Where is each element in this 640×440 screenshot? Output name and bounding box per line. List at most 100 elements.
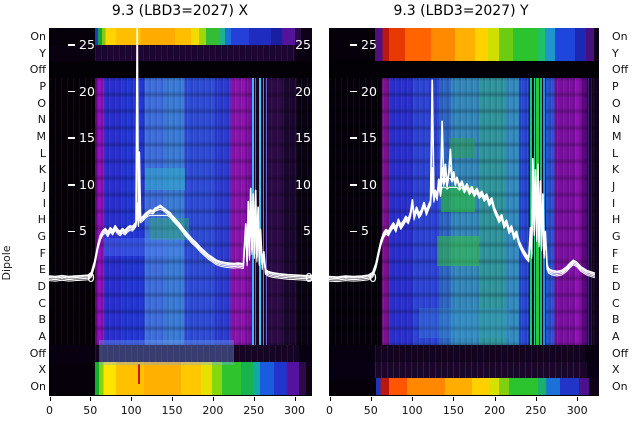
row-label-h: H xyxy=(37,213,46,227)
x-tick-mark xyxy=(535,397,537,401)
row-label-e: E xyxy=(39,263,46,277)
x-tick-label-50: 50 xyxy=(83,404,98,417)
x-tick-mark xyxy=(370,397,372,401)
row-label-n: N xyxy=(37,113,46,127)
heat-streak xyxy=(259,78,261,345)
overlay-ytick-0: 0 xyxy=(369,270,377,286)
bottom-band-y xyxy=(329,378,599,395)
x-tick-mark xyxy=(49,397,51,401)
heat-patch xyxy=(449,138,475,158)
x-tick-label-150: 150 xyxy=(442,404,464,417)
overlay-ytick-value: 10 xyxy=(361,176,377,192)
heat-patch xyxy=(419,308,509,338)
row-label-b: B xyxy=(38,313,46,327)
heat-patch xyxy=(437,236,479,266)
row-label-off: Off xyxy=(612,63,629,77)
heat-streak xyxy=(588,78,589,345)
overlay-ytick-value: 15 xyxy=(79,130,95,146)
heat-patch xyxy=(99,340,234,365)
overlay-ytick-value: 0 xyxy=(369,270,377,285)
row-label-a: A xyxy=(38,330,46,344)
row-label-c: C xyxy=(612,296,620,310)
tick-dash xyxy=(350,44,357,46)
row-labels-left: On Y Off P O N M L K J I H G F E D C B A Off X On xyxy=(14,28,46,395)
x-tick-label-200: 200 xyxy=(202,404,224,417)
x-tick-mark xyxy=(131,397,133,401)
row-label-y: Y xyxy=(39,46,46,60)
row-label-on: On xyxy=(30,29,46,43)
trace-main xyxy=(329,79,596,278)
row-label-h: H xyxy=(612,213,621,227)
overlay-ytick-5: 5 xyxy=(350,223,369,239)
overlay-ytick-value: 5 xyxy=(361,223,369,239)
x-tick-mark xyxy=(412,397,414,401)
off-row-y xyxy=(329,345,599,362)
row-labels-right: On Y Off P O N M L K J I H G F E D C B A Off X On xyxy=(612,28,640,395)
overlay-ytick-value: 5 xyxy=(79,223,87,239)
heat-streak xyxy=(530,78,532,345)
row-label-on: On xyxy=(612,29,628,43)
streak-texture xyxy=(95,345,296,362)
row-label-p: P xyxy=(39,79,46,93)
heat-patch xyxy=(145,168,185,190)
tick-dash xyxy=(68,184,75,186)
streak-texture xyxy=(375,345,583,362)
overlay-ytick-value: 10 xyxy=(79,176,95,192)
heat-streak xyxy=(266,78,267,345)
row-label-p: P xyxy=(612,79,619,93)
overlay-ytick-right-5: 5 xyxy=(303,223,311,239)
x-tick-label-250: 250 xyxy=(243,404,265,417)
overlay-ytick-10: 10 xyxy=(350,177,377,193)
dipole-axis-label: Dipole xyxy=(0,245,13,281)
row-label-a: A xyxy=(612,330,620,344)
tick-dash xyxy=(350,230,357,233)
row-label-off: Off xyxy=(29,346,46,360)
trace-main xyxy=(49,28,312,278)
row-label-l: L xyxy=(39,146,46,160)
row-label-y: Y xyxy=(612,46,619,60)
y-row-x xyxy=(49,45,312,61)
x-tick-mark xyxy=(172,397,173,401)
bottom-band-x xyxy=(49,362,312,395)
overlay-ytick-right-10: 10 xyxy=(295,176,311,192)
overlay-ytick-value: 20 xyxy=(79,83,95,99)
overlay-traces xyxy=(329,79,596,283)
overlay-ytick-value: 25 xyxy=(79,37,95,52)
overlay-ytick-25: 25 xyxy=(68,37,95,53)
row-label-l: L xyxy=(612,146,619,160)
tick-dash xyxy=(68,137,75,139)
row-label-on: On xyxy=(30,380,46,394)
trace-companion xyxy=(49,208,312,281)
overlay-ytick-value: 15 xyxy=(361,130,377,146)
tick-dash xyxy=(350,137,357,139)
row-label-i: I xyxy=(612,196,616,210)
row-label-m: M xyxy=(36,129,47,143)
x-tick-label-50: 50 xyxy=(363,404,378,417)
overlay-ytick-25: 25 xyxy=(350,37,377,53)
row-label-e: E xyxy=(612,263,619,277)
x-tick-label-100: 100 xyxy=(120,404,142,417)
row-label-x: X xyxy=(612,363,620,377)
streak-texture xyxy=(95,45,296,61)
x-tick-label-100: 100 xyxy=(401,404,423,417)
overlay-ytick-value: 25 xyxy=(361,37,377,52)
column-texture-x xyxy=(49,78,312,345)
overlay-traces xyxy=(49,28,312,282)
off-row-x xyxy=(49,345,312,362)
row-label-g: G xyxy=(612,230,621,243)
heat-patch xyxy=(104,238,184,256)
row-label-i: I xyxy=(42,196,46,210)
tick-dash xyxy=(350,90,357,93)
tick-dash xyxy=(68,90,75,93)
x-tick-mark xyxy=(253,397,255,401)
tick-dash xyxy=(68,230,75,233)
overlay-ytick-10: 10 xyxy=(68,177,95,193)
row-label-d: D xyxy=(612,280,621,294)
row-texture-x xyxy=(49,78,312,345)
row-label-b: B xyxy=(612,313,620,327)
trace-companion xyxy=(49,214,312,282)
top-band-y xyxy=(329,28,599,61)
overlay-ytick-right-20: 20 xyxy=(295,83,311,99)
row-label-off: Off xyxy=(612,346,629,360)
x-tick-label-300: 300 xyxy=(284,404,305,417)
